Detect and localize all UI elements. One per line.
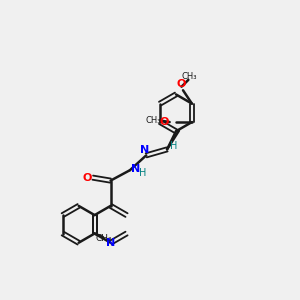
Text: CH₃: CH₃ [96,234,112,243]
Text: N: N [140,145,149,155]
Text: CH₃: CH₃ [146,116,161,125]
Text: H: H [139,168,146,178]
Text: O: O [83,172,92,183]
Text: O: O [177,79,186,89]
Text: H: H [170,141,177,152]
Text: N: N [130,164,140,174]
Text: N: N [106,238,115,248]
Text: O: O [160,117,169,127]
Text: CH₃: CH₃ [182,72,197,81]
